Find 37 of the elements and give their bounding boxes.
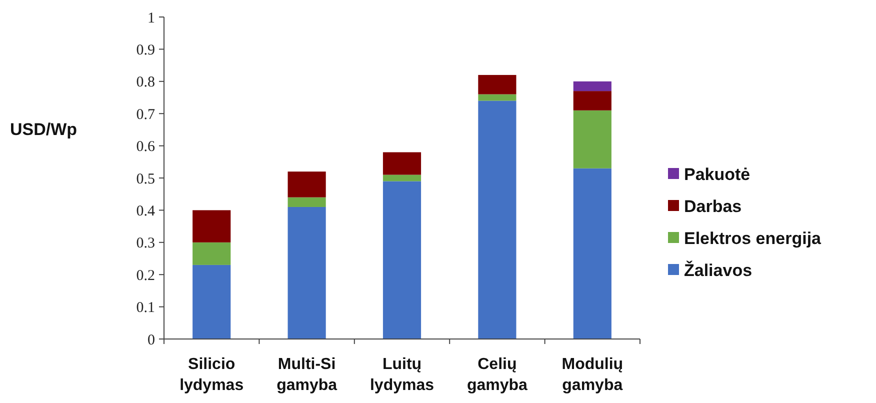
bar <box>478 74 516 94</box>
y-tick-label: 0.2 <box>136 268 155 284</box>
y-tick-label: 0.6 <box>136 139 156 156</box>
y-tick-label: 0 <box>148 332 155 348</box>
x-tick-label: Luitų lydymas <box>370 356 434 394</box>
y-tick-label: 0.8 <box>136 74 155 91</box>
bar <box>288 206 326 339</box>
bar <box>573 81 612 92</box>
bar <box>573 91 612 110</box>
legend-label: Elektros energija <box>684 228 822 248</box>
x-tick-label: Silicio lydymas <box>180 356 244 394</box>
y-tick-label: 0.7 <box>136 106 156 123</box>
bar <box>478 94 516 101</box>
y-tick-label: 1 <box>148 10 155 26</box>
bar <box>192 264 231 339</box>
legend-label: Žaliavos <box>684 260 752 280</box>
x-tick-label: Celių gamyba <box>466 356 528 394</box>
y-tick-label: 0.4 <box>136 203 156 220</box>
bar <box>192 242 231 265</box>
y-axis-title: USD/Wp <box>10 120 78 139</box>
bar <box>288 172 326 198</box>
bar <box>382 174 422 182</box>
legend-label: Pakuotė <box>684 164 750 184</box>
bar <box>478 100 516 339</box>
y-tick-label: 0.1 <box>136 300 155 316</box>
y-tick-label: 0.3 <box>136 236 155 252</box>
y-tick-label: 0.9 <box>136 42 155 58</box>
bar <box>288 197 326 207</box>
y-tick-label: 0.5 <box>136 171 155 188</box>
x-tick-label: Modulių gamyba <box>562 356 624 394</box>
bar <box>192 210 231 242</box>
x-tick-label: Multi-Si gamyba <box>276 356 338 394</box>
legend-label: Darbas <box>684 196 742 216</box>
bar <box>573 168 612 339</box>
bar <box>382 152 422 175</box>
bar <box>382 181 422 339</box>
bar <box>573 110 612 168</box>
